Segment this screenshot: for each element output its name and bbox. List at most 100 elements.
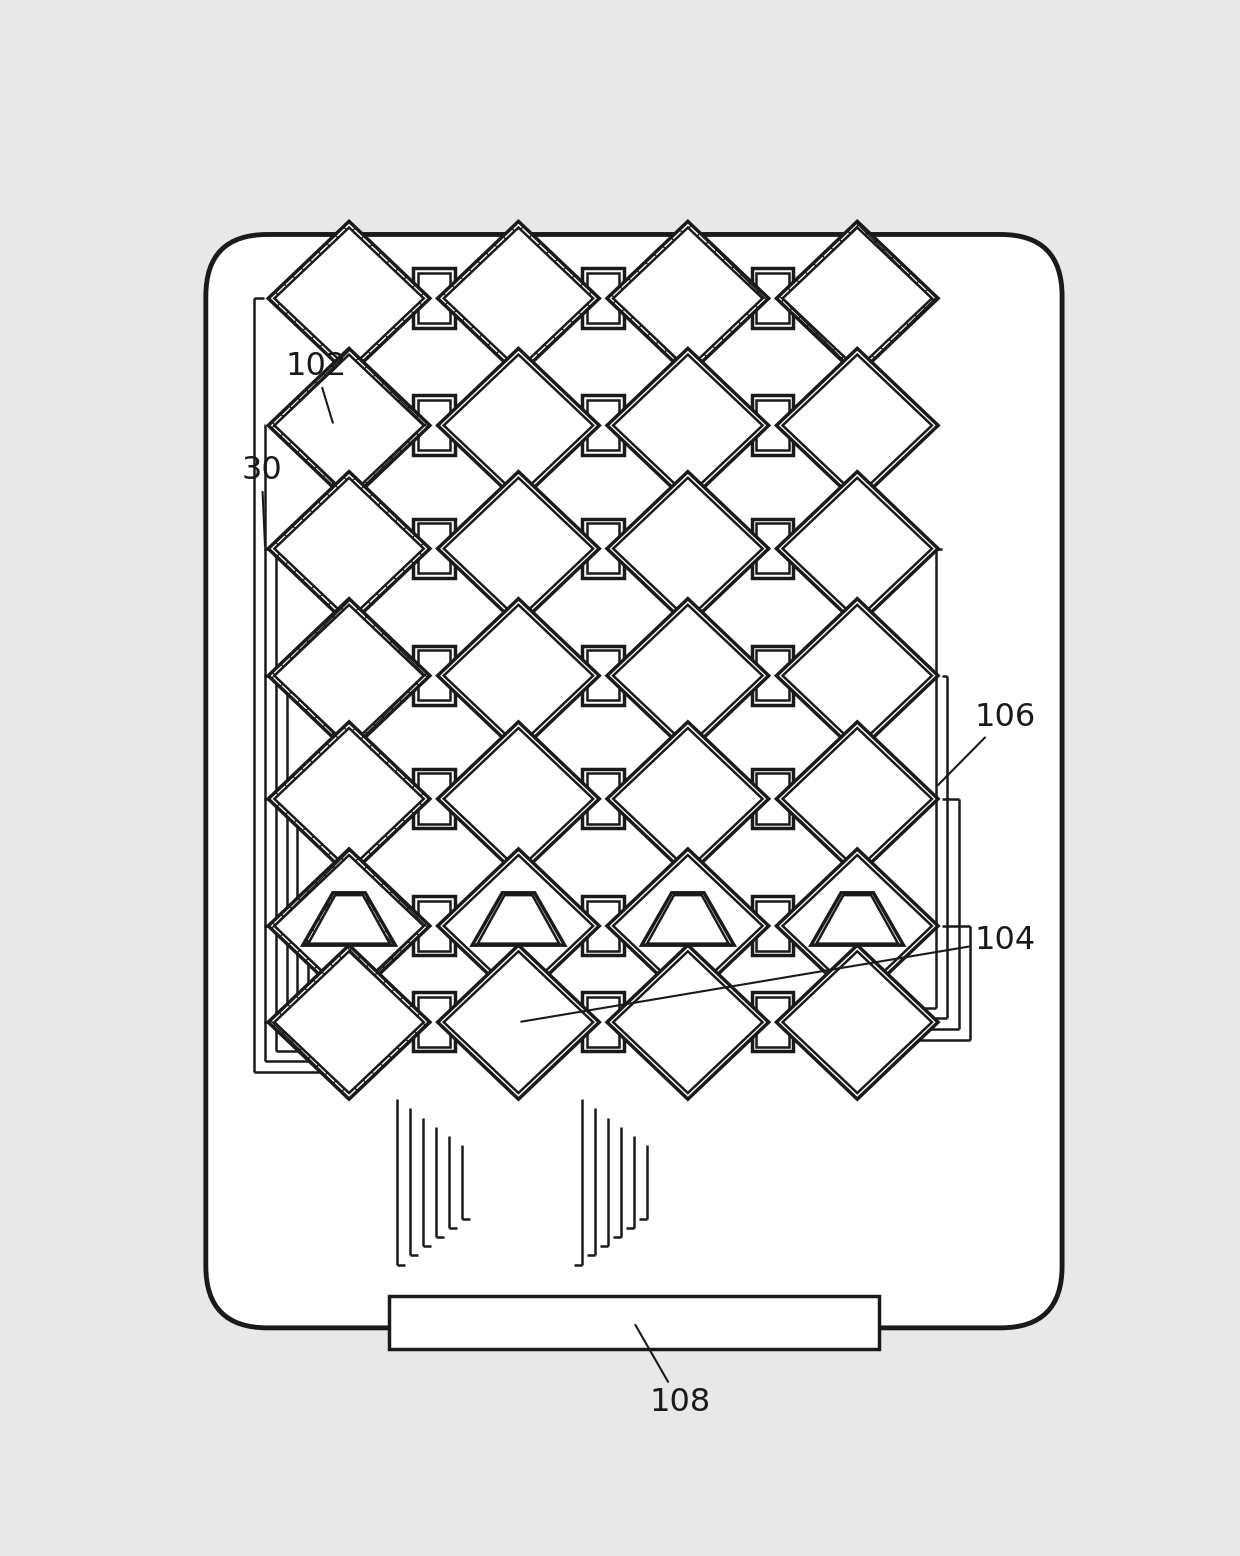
Bar — [583, 646, 624, 705]
Polygon shape — [268, 722, 430, 876]
Polygon shape — [274, 728, 424, 870]
Bar — [756, 997, 789, 1047]
Text: 102: 102 — [285, 352, 346, 423]
Polygon shape — [438, 221, 599, 375]
Text: 108: 108 — [635, 1324, 711, 1418]
Bar — [418, 272, 450, 324]
Polygon shape — [647, 895, 729, 943]
Polygon shape — [268, 850, 430, 1004]
Polygon shape — [613, 355, 763, 496]
Bar — [587, 773, 619, 823]
Polygon shape — [782, 728, 932, 870]
Bar — [413, 993, 455, 1052]
Bar — [587, 400, 619, 450]
Bar — [751, 268, 794, 328]
Polygon shape — [274, 856, 424, 997]
Bar — [756, 272, 789, 324]
Polygon shape — [608, 349, 769, 503]
Bar — [587, 901, 619, 951]
Bar — [751, 646, 794, 705]
Bar — [418, 773, 450, 823]
Bar — [587, 523, 619, 573]
Polygon shape — [613, 856, 763, 997]
Polygon shape — [811, 893, 904, 944]
Bar — [751, 896, 794, 955]
Polygon shape — [782, 951, 932, 1092]
Polygon shape — [268, 349, 430, 503]
Polygon shape — [274, 227, 424, 369]
Polygon shape — [776, 471, 939, 626]
Polygon shape — [438, 944, 599, 1099]
Polygon shape — [608, 722, 769, 876]
Bar — [583, 993, 624, 1052]
Polygon shape — [274, 478, 424, 619]
Bar — [756, 901, 789, 951]
Polygon shape — [444, 227, 593, 369]
Polygon shape — [303, 893, 396, 944]
Polygon shape — [782, 856, 932, 997]
Polygon shape — [444, 856, 593, 997]
Polygon shape — [776, 221, 939, 375]
Polygon shape — [274, 605, 424, 747]
Polygon shape — [438, 850, 599, 1004]
Bar — [418, 400, 450, 450]
Bar — [756, 523, 789, 573]
Polygon shape — [477, 895, 559, 943]
Bar — [583, 769, 624, 828]
Text: 106: 106 — [937, 702, 1035, 786]
Polygon shape — [613, 951, 763, 1092]
Polygon shape — [613, 728, 763, 870]
Polygon shape — [641, 893, 734, 944]
Bar — [756, 773, 789, 823]
Polygon shape — [613, 605, 763, 747]
Bar — [413, 646, 455, 705]
Polygon shape — [782, 478, 932, 619]
FancyBboxPatch shape — [206, 235, 1063, 1327]
Polygon shape — [438, 349, 599, 503]
Bar — [418, 997, 450, 1047]
Bar — [583, 268, 624, 328]
Polygon shape — [776, 349, 939, 503]
Polygon shape — [472, 893, 564, 944]
Polygon shape — [776, 722, 939, 876]
Bar — [413, 395, 455, 454]
Polygon shape — [608, 221, 769, 375]
Polygon shape — [608, 471, 769, 626]
Polygon shape — [444, 951, 593, 1092]
Text: 104: 104 — [521, 924, 1035, 1022]
Polygon shape — [782, 227, 932, 369]
Bar — [413, 896, 455, 955]
Polygon shape — [608, 850, 769, 1004]
Bar — [418, 650, 450, 700]
Polygon shape — [776, 599, 939, 753]
Polygon shape — [444, 728, 593, 870]
Polygon shape — [438, 722, 599, 876]
Polygon shape — [444, 478, 593, 619]
Text: 30: 30 — [242, 456, 281, 546]
Polygon shape — [816, 895, 898, 943]
Polygon shape — [613, 478, 763, 619]
Polygon shape — [274, 951, 424, 1092]
Bar — [756, 400, 789, 450]
Polygon shape — [444, 605, 593, 747]
Bar — [413, 769, 455, 828]
Polygon shape — [782, 605, 932, 747]
Polygon shape — [438, 599, 599, 753]
Bar — [413, 268, 455, 328]
Polygon shape — [776, 850, 939, 1004]
Polygon shape — [613, 227, 763, 369]
Bar — [587, 997, 619, 1047]
Polygon shape — [274, 355, 424, 496]
Polygon shape — [444, 355, 593, 496]
Bar — [418, 901, 450, 951]
Polygon shape — [268, 944, 430, 1099]
Polygon shape — [268, 221, 430, 375]
Polygon shape — [782, 355, 932, 496]
Bar — [751, 395, 794, 454]
Bar — [751, 769, 794, 828]
Bar — [389, 1296, 879, 1349]
Polygon shape — [268, 471, 430, 626]
Bar — [756, 650, 789, 700]
Bar — [583, 395, 624, 454]
Bar — [587, 272, 619, 324]
